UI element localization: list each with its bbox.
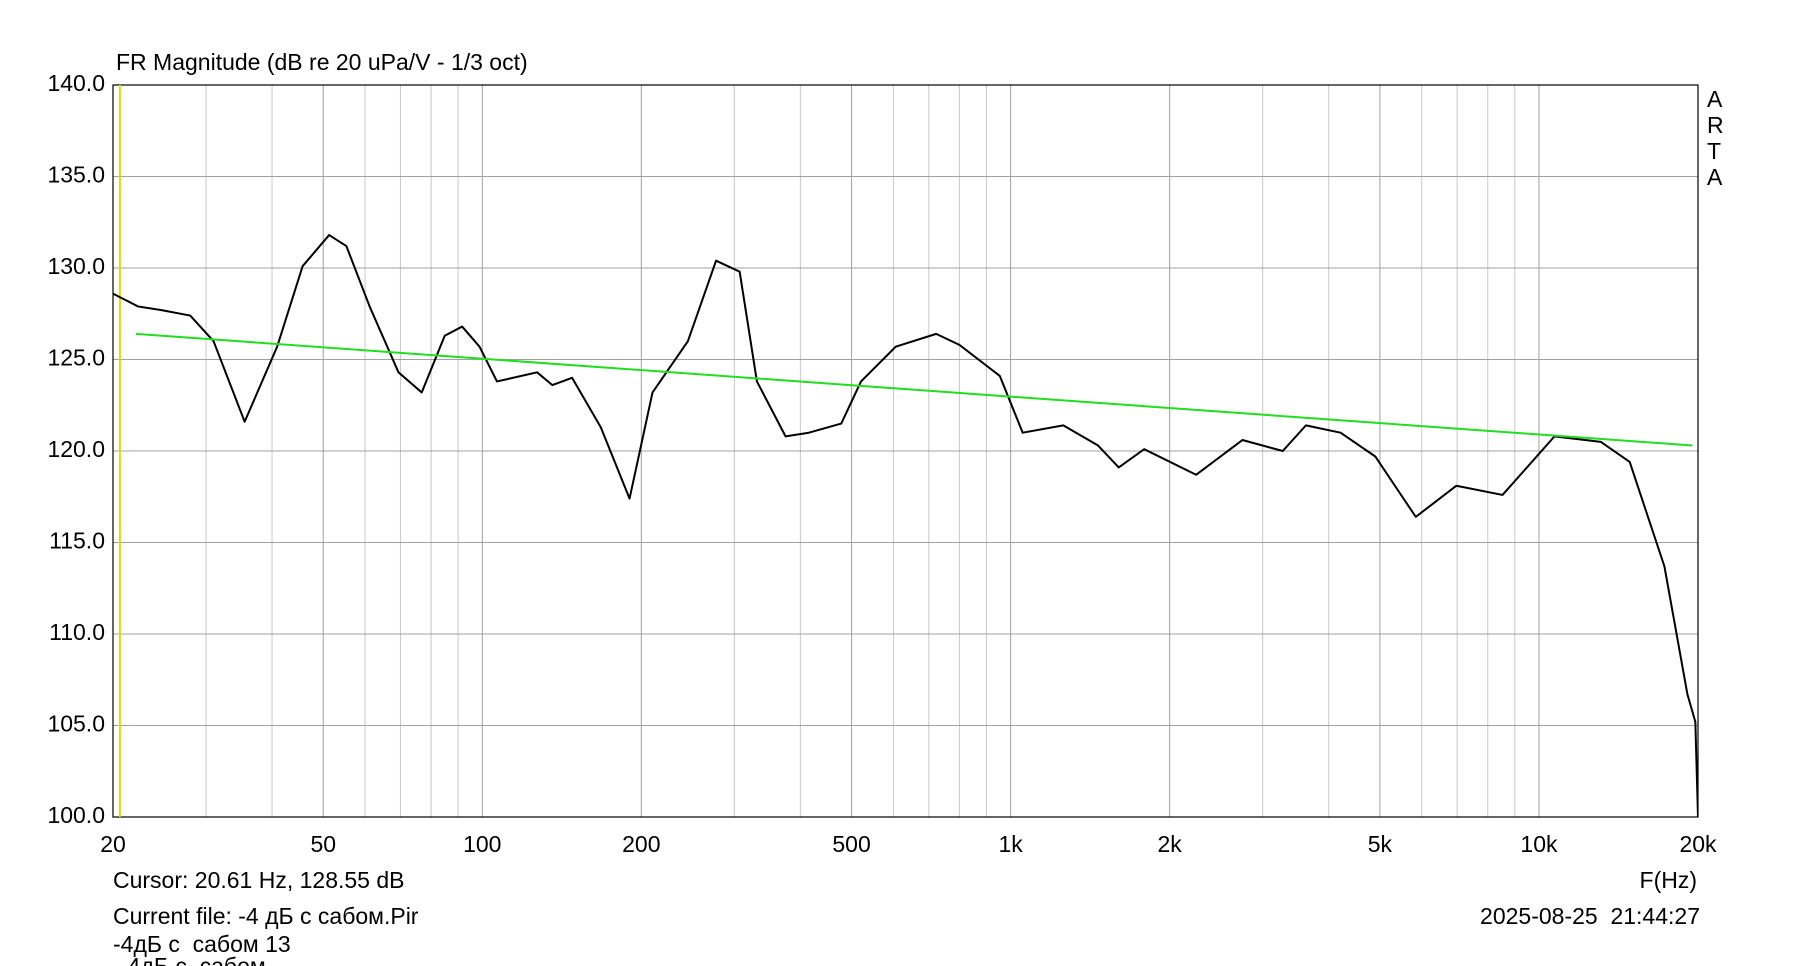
timestamp: 2025-08-25 21:44:27 <box>1480 903 1700 929</box>
x-tick-label: 10k <box>1520 831 1558 857</box>
file-name: Current file: -4 дБ с сабом.Pir <box>113 903 419 929</box>
side-letter: A <box>1707 86 1723 112</box>
cursor-readout: Cursor: 20.61 Hz, 128.55 dB <box>113 867 405 893</box>
y-tick-label: 120.0 <box>47 436 105 462</box>
y-tick-label: 130.0 <box>47 253 105 279</box>
y-tick-label: 135.0 <box>47 162 105 188</box>
x-tick-label: 5k <box>1368 831 1393 857</box>
x-tick-label: 2k <box>1158 831 1183 857</box>
x-tick-label: 500 <box>832 831 870 857</box>
y-tick-label: 125.0 <box>47 345 105 371</box>
side-letter: T <box>1707 138 1721 164</box>
x-tick-label: 50 <box>310 831 336 857</box>
x-tick-label: 100 <box>463 831 501 857</box>
plot-area <box>113 234 1698 817</box>
series-line <box>113 234 1698 817</box>
side-letter: R <box>1707 112 1724 138</box>
x-tick-label: 1k <box>998 831 1023 857</box>
side-letter: A <box>1707 164 1723 190</box>
x-tick-label: 20k <box>1679 831 1717 857</box>
curve-label: -4дБ с сабом 13 <box>113 931 291 957</box>
y-tick-label: 110.0 <box>49 619 105 645</box>
y-tick-label: 100.0 <box>47 802 105 828</box>
x-tick-label: 20 <box>100 831 126 857</box>
plot-frame <box>112 84 1699 818</box>
chart-title: FR Magnitude (dB re 20 uPa/V - 1/3 oct) <box>116 49 528 75</box>
y-tick-label: 140.0 <box>47 70 105 96</box>
clipped-label: -4дБ с сабом <box>120 953 266 966</box>
series-line <box>135 332 1693 447</box>
x-axis-label: F(Hz) <box>1640 867 1697 893</box>
x-tick-label: 200 <box>622 831 660 857</box>
y-tick-label: 115.0 <box>49 528 105 554</box>
y-tick-label: 105.0 <box>47 711 105 737</box>
